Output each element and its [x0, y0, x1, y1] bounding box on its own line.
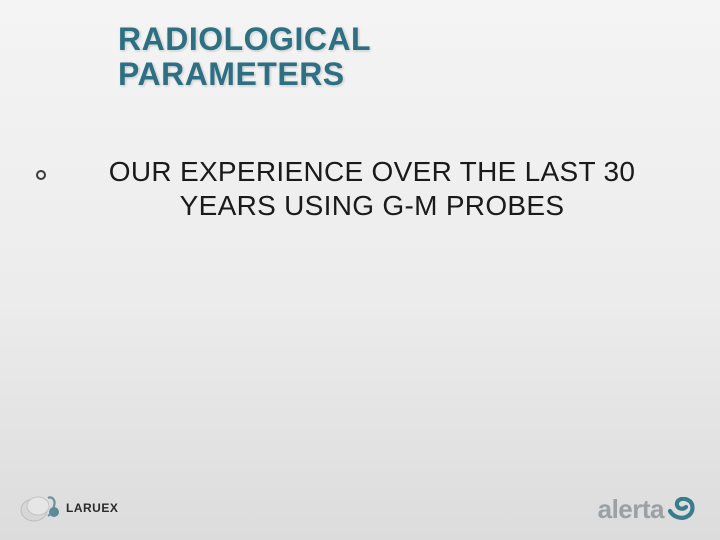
laruex-logo-text: LARUEX: [66, 501, 118, 515]
alerta-swirl-icon: [668, 497, 696, 521]
title-block: RADIOLOGICAL PARAMETERS: [118, 22, 598, 91]
slide-subtitle: OUR EXPERIENCE OVER THE LAST 30 YEARS US…: [62, 155, 682, 223]
laruex-badge-icon: [18, 490, 60, 526]
body-block: OUR EXPERIENCE OVER THE LAST 30 YEARS US…: [62, 155, 682, 223]
bullet-icon: [36, 170, 46, 180]
slide-title: RADIOLOGICAL PARAMETERS: [118, 22, 598, 91]
alerta-logo: alerta: [598, 496, 696, 522]
alerta-logo-text: alerta: [598, 496, 664, 522]
laruex-logo: LARUEX: [18, 490, 118, 526]
